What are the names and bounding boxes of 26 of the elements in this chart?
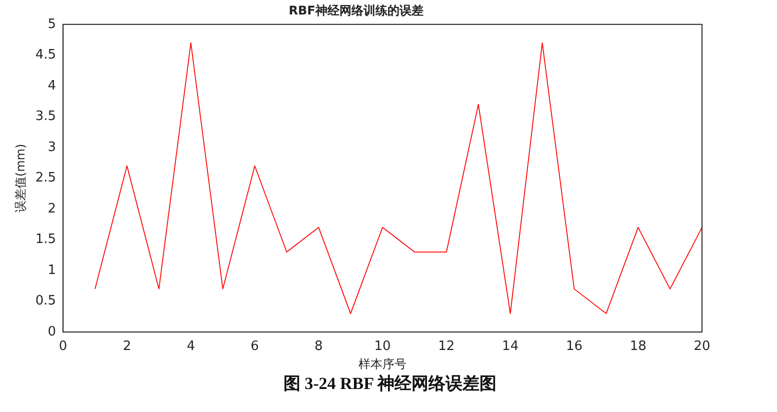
y-tick-label: 4.5 [35,48,56,63]
x-tick-label: 10 [374,339,391,354]
x-tick-label: 12 [438,339,455,354]
caption: 图 3-24 RBF 神经网络误差图 [282,373,498,395]
x-tick-label: 4 [186,339,195,354]
x-tick-label: 8 [314,339,323,354]
x-tick-label: 16 [566,339,582,354]
x-tick-label: 20 [694,339,710,354]
y-tick-label: 1 [48,262,56,278]
y-tick-label: 0 [48,324,56,340]
y-tick-label: 5 [48,16,56,32]
x-tick-label: 6 [250,339,259,354]
x-axis-title: 样本序号 [358,356,407,371]
y-tick-label: 3 [48,140,56,155]
y-tick-label: 2 [48,201,56,216]
x-tick-label: 0 [58,339,68,354]
y-axis-title: 误差值(mm) [13,144,28,213]
y-tick-label: 2.5 [35,170,56,186]
y-tick-label: 3.5 [35,109,56,124]
y-tick-label: 1.5 [35,232,56,248]
x-tick-label: 18 [630,339,646,354]
x-tick-label: 2 [122,339,132,354]
chart-title: RBF神经网络训练的误差 [288,3,424,18]
y-tick-label: 0.5 [35,294,56,309]
y-tick-label: 4 [48,78,56,94]
x-tick-label: 14 [502,339,519,354]
